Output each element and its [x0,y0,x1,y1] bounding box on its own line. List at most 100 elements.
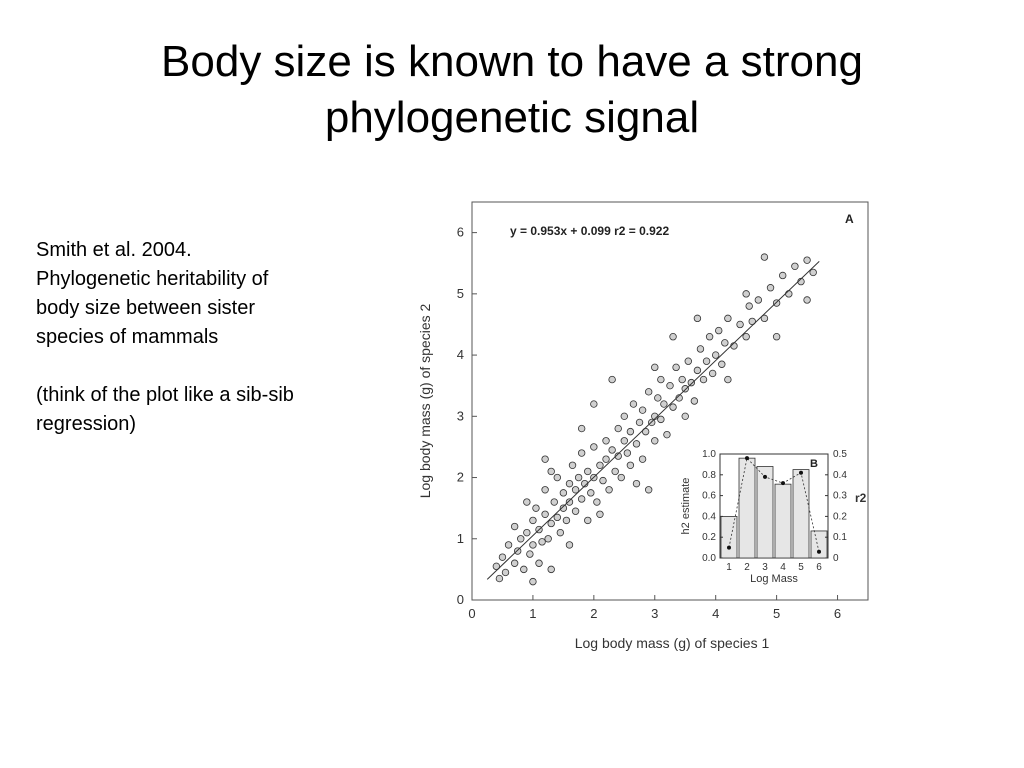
data-point [724,314,732,323]
regression-line [486,260,820,580]
data-point [699,375,708,384]
data-point [547,565,555,574]
data-point [593,498,601,506]
inset-y2-axis-label: r2 [855,491,867,505]
data-point [632,479,641,488]
data-point [672,363,680,372]
inset-y2-tick-label: 0.2 [833,511,847,522]
data-point [803,296,811,304]
inset-x-tick-label: 5 [798,562,804,573]
data-point [513,547,522,555]
data-point [553,473,561,482]
data-point [581,479,589,488]
data-point [651,363,659,372]
data-point [529,516,537,525]
data-point [635,418,644,427]
caption-line: species of mammals [36,326,219,348]
y-tick-label: 0 [457,592,464,607]
caption-paragraph-2: (think of the plot like a sib-sib regres… [36,381,366,439]
title-line-2: phylogenetic signal [324,93,700,142]
data-point [705,333,714,341]
inset-r2-point [745,456,749,461]
y-tick-label: 2 [457,470,464,485]
data-point [666,381,674,390]
data-point [584,467,592,476]
data-point [547,519,555,528]
data-point [559,504,568,512]
data-point [529,577,537,586]
data-point [523,528,531,537]
data-point [660,400,668,408]
y-tick-label: 4 [457,347,464,362]
inset-y2-tick-label: 0.5 [833,449,847,460]
data-point [614,424,622,433]
data-point [638,406,647,414]
data-point [696,345,705,353]
x-tick-label: 6 [834,606,841,621]
data-point [541,510,549,518]
data-point [711,351,720,359]
x-tick-label: 4 [712,606,719,621]
data-point [748,317,756,326]
inset-r2-point [727,545,731,550]
data-point [532,504,540,512]
data-point [602,437,610,445]
data-point [754,296,763,304]
data-point [632,440,641,448]
data-point [736,320,744,329]
inset-bar [720,515,738,559]
data-point [626,461,635,469]
data-point [620,412,629,421]
inset-bar [756,466,774,559]
data-point [608,446,616,454]
data-point [772,299,781,307]
inset-y-tick-label: 0.6 [702,491,716,502]
data-point [626,427,635,436]
data-point [590,400,598,408]
x-tick-label: 2 [590,606,597,621]
data-point [803,256,811,264]
data-point [785,290,793,298]
data-point [708,369,717,378]
data-point [715,326,723,335]
data-point [678,375,686,384]
inset-r2-point [781,481,785,486]
data-point [584,516,592,525]
data-point [492,562,501,571]
data-point [766,284,775,292]
data-point [681,385,689,393]
y-tick-label: 1 [457,531,464,546]
data-point [657,375,665,384]
scatter-points [492,253,817,586]
data-point [565,541,574,549]
panel-a-label: A [845,212,854,226]
data-point [547,467,555,476]
title-line-1: Body size is known to have a strong [161,37,863,86]
data-point [577,495,586,503]
data-point [495,574,504,583]
data-point [638,455,647,463]
inset-y2-tick-label: 0.3 [833,491,847,502]
data-point [620,437,629,445]
inset-y2-tick-label: 0.4 [833,470,847,481]
inset-x-tick-label: 3 [762,562,768,573]
inset-r2-point [799,470,803,475]
data-point [721,339,729,347]
data-point [559,489,568,497]
data-point [538,538,546,546]
data-point [541,486,549,494]
data-point [504,541,513,549]
x-tick-label: 1 [529,606,536,621]
inset-x-tick-label: 1 [726,562,732,573]
data-point [571,486,580,494]
data-point [702,357,711,365]
data-point [577,449,586,457]
data-point [760,253,769,261]
data-point [565,498,574,506]
data-point [651,437,659,445]
caption-line: Phylogenetic heritability of [36,268,269,290]
caption-line: regression) [36,413,137,435]
data-point [529,541,537,549]
